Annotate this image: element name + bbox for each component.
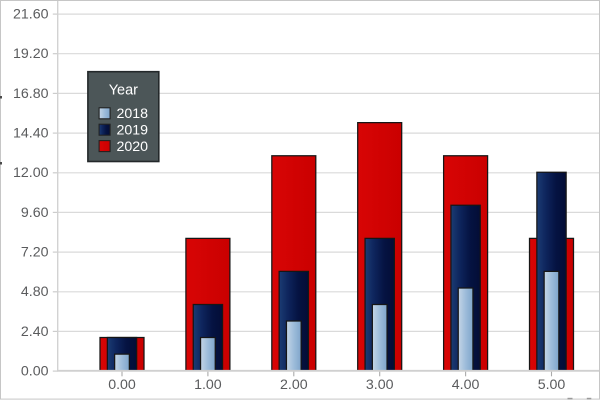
svg-text:Year: Year: [109, 83, 138, 99]
svg-text:5.00: 5.00: [538, 377, 566, 393]
svg-text:2.40: 2.40: [21, 324, 49, 340]
svg-text:3.00: 3.00: [366, 377, 394, 393]
svg-text:4.80: 4.80: [21, 284, 49, 300]
svg-text:16.80: 16.80: [13, 86, 49, 102]
svg-text:2019: 2019: [117, 123, 149, 139]
svg-text:19.20: 19.20: [13, 46, 49, 62]
svg-text:9.60: 9.60: [21, 205, 49, 221]
svg-text:12.00: 12.00: [13, 165, 49, 181]
svg-text:14.40: 14.40: [13, 126, 49, 142]
svg-text:0.00: 0.00: [21, 364, 49, 380]
svg-text:2020: 2020: [117, 139, 149, 155]
svg-text:2018: 2018: [117, 106, 149, 122]
svg-text:21.60: 21.60: [13, 7, 49, 23]
svg-text:0.00: 0.00: [108, 377, 136, 393]
svg-text:4.00: 4.00: [452, 377, 480, 393]
svg-text:2.00: 2.00: [280, 377, 308, 393]
svg-text:1.00: 1.00: [194, 377, 222, 393]
svg-text:7.20: 7.20: [21, 245, 49, 261]
